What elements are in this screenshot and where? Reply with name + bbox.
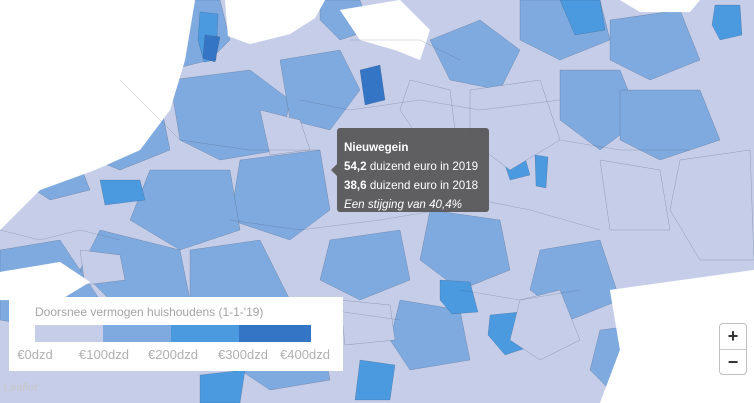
- municipality-region-26[interactable]: [711, 4, 743, 41]
- region-border-9: [350, 39, 461, 61]
- municipality-region-40[interactable]: [339, 299, 396, 346]
- zoom-in-button[interactable]: +: [720, 324, 746, 350]
- municipality-region-39[interactable]: [599, 159, 671, 231]
- region-border-3: [299, 99, 561, 111]
- legend-label-2: €200dzd: [148, 347, 198, 362]
- legend-swatch-2: [171, 325, 239, 342]
- tooltip-value-2019: 54,2: [344, 160, 367, 173]
- region-border-6: [559, 139, 690, 151]
- legend-title: Doorsnee vermogen huishoudens (1-1-'19): [35, 305, 264, 319]
- municipality-region-38[interactable]: [259, 109, 311, 156]
- tooltip-change: Een stijging van 40,4%: [344, 198, 462, 211]
- municipality-region-27[interactable]: [559, 0, 606, 36]
- municipality-region-41[interactable]: [79, 249, 126, 286]
- region-border-1: [119, 79, 320, 151]
- region-tooltip: Nieuwegein 54,2 duizend euro in 2019 38,…: [331, 128, 489, 212]
- tooltip-title: Nieuwegein: [344, 141, 409, 154]
- water-strip[interactable]: [619, 0, 701, 13]
- inland-water-north[interactable]: [224, 0, 326, 45]
- zoom-control: + −: [719, 323, 747, 375]
- municipality-region-28[interactable]: [199, 369, 246, 403]
- tooltip-text-2019: duizend euro in 2019: [369, 160, 479, 173]
- municipality-region-14[interactable]: [419, 209, 511, 291]
- municipality-region-33[interactable]: [202, 34, 221, 63]
- outside-area-east[interactable]: [599, 269, 754, 403]
- sea-area[interactable]: [0, 0, 196, 231]
- legend-swatch-3: [239, 325, 311, 342]
- legend-label-3: €300dzd: [218, 347, 268, 362]
- municipality-region-32[interactable]: [359, 64, 386, 106]
- region-border-7: [459, 289, 581, 301]
- tooltip-value-2018: 38,6: [344, 179, 367, 192]
- tooltip-line-2018: 38,6 duizend euro in 2018: [344, 176, 489, 195]
- lake-area[interactable]: [339, 0, 431, 61]
- attribution-link[interactable]: Leaflet: [4, 382, 38, 394]
- region-border-2: [229, 209, 441, 231]
- municipality-region-15[interactable]: [319, 229, 411, 301]
- municipality-region-13[interactable]: [619, 89, 721, 161]
- legend-label-4: €400dzd: [280, 347, 330, 362]
- legend-swatch-0: [35, 325, 103, 342]
- municipality-region-29[interactable]: [354, 359, 396, 401]
- municipality-region-36[interactable]: [509, 289, 581, 361]
- legend-swatch-1: [103, 325, 171, 342]
- municipality-region-9[interactable]: [429, 19, 521, 91]
- region-border-0: [0, 229, 121, 241]
- municipality-region-35[interactable]: [669, 149, 754, 261]
- legend-label-1: €100dzd: [79, 347, 129, 362]
- municipality-region-31[interactable]: [99, 179, 146, 206]
- municipality-region-3[interactable]: [279, 49, 361, 131]
- tooltip-line-2019: 54,2 duizend euro in 2019: [344, 157, 489, 176]
- municipality-region-5[interactable]: [129, 169, 241, 251]
- zoom-out-button[interactable]: −: [727, 352, 739, 372]
- estuary-area[interactable]: [0, 261, 91, 301]
- map-legend: Doorsnee vermogen huishoudens (1-1-'19) …: [9, 297, 343, 371]
- municipality-region-25[interactable]: [534, 154, 549, 189]
- tooltip-text-2018: duizend euro in 2018: [369, 179, 479, 192]
- legend-label-0: €0dzd: [17, 347, 53, 362]
- municipality-region-23[interactable]: [439, 279, 479, 315]
